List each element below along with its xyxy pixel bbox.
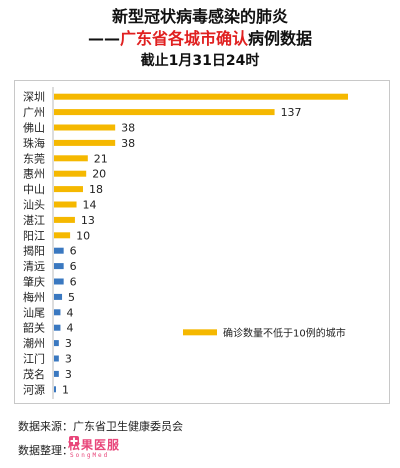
bar [54, 124, 116, 131]
data-source-text: 数据来源：广东省卫生健康委员会 [18, 420, 183, 433]
bar-value-label: 14 [83, 199, 97, 212]
category-label: 潮州 [23, 336, 45, 350]
bar [54, 370, 59, 377]
bar [54, 309, 61, 316]
chart-title-line2: ——广东省各城市确认病例数据 [0, 28, 400, 50]
chart-area: 深圳 广州 137 佛山 38 珠海 38 东莞 21 惠州 20 中山 18 汕头 14 湛江 13 阳江 10 揭… [14, 80, 390, 404]
bar-value-label: 10 [76, 229, 90, 242]
bar [54, 155, 88, 162]
bar-value-label: 38 [121, 137, 135, 150]
bar [54, 93, 348, 100]
bar-value-label: 3 [65, 337, 72, 350]
category-label: 梅州 [23, 290, 45, 304]
bar-value-label: 18 [89, 183, 103, 196]
songmed-logo: 松果 医服 SongMed [68, 436, 148, 464]
chart-title-line1: 新型冠状病毒感染的肺炎 [111, 7, 288, 26]
bar [54, 139, 116, 146]
title-red-text: 广东省各城市确认 [119, 29, 248, 48]
bar-value-label: 4 [66, 306, 73, 319]
bar [54, 355, 59, 362]
category-label: 阳江 [23, 229, 45, 242]
title-dash: —— [87, 29, 120, 48]
legend-swatch [183, 329, 217, 336]
medical-cross-icon [69, 436, 79, 446]
category-label: 河源 [23, 382, 45, 396]
bar [54, 170, 87, 177]
bar [54, 293, 63, 300]
bar-value-label: 6 [70, 260, 77, 273]
bar [54, 186, 83, 193]
category-label: 清远 [23, 260, 45, 273]
category-label: 茂名 [23, 367, 45, 381]
bar-value-label: 1 [62, 383, 69, 396]
category-label: 汕尾 [23, 306, 45, 319]
bar [54, 324, 61, 331]
title-suffix: 病例数据 [248, 29, 313, 48]
category-label: 佛山 [23, 122, 45, 135]
bar-value-label: 3 [65, 368, 72, 381]
bar-value-label: 3 [65, 353, 72, 366]
data-compiled-label: 数据整理： [18, 444, 73, 457]
bar [54, 247, 64, 254]
bar [54, 232, 71, 239]
category-label: 肇庆 [23, 275, 45, 289]
bar [54, 340, 59, 347]
category-label: 惠州 [23, 167, 45, 181]
bar-value-label: 137 [281, 106, 302, 119]
bar [54, 216, 75, 223]
bar-value-label: 5 [68, 291, 75, 304]
logo-text-en: SongMed [70, 452, 110, 459]
bar-value-label: 6 [70, 245, 77, 258]
bar [54, 109, 275, 116]
category-label: 湛江 [23, 214, 45, 227]
chart-subtitle-date: 截止1月31日24时 [140, 53, 260, 69]
bar-value-label: 4 [66, 322, 73, 335]
category-label: 汕头 [23, 199, 45, 212]
bar-value-label: 6 [70, 276, 77, 289]
category-label: 中山 [23, 183, 45, 196]
bar-value-label: 38 [121, 122, 135, 135]
legend-label: 确诊数量不低于10例的城市 [223, 326, 346, 339]
chart-title-block: 新型冠状病毒感染的肺炎 ——广东省各城市确认病例数据 截止1月31日24时 [0, 6, 400, 72]
bar [54, 263, 64, 270]
bar-value-label: 20 [92, 168, 106, 181]
bar [54, 201, 77, 208]
bar [54, 278, 64, 285]
category-label: 珠海 [23, 136, 45, 150]
category-label: 江门 [23, 352, 45, 366]
category-label: 东莞 [23, 152, 45, 165]
category-label: 揭阳 [23, 244, 45, 258]
bar [54, 386, 56, 393]
bar-value-label: 21 [94, 152, 108, 165]
bar-value-label: 13 [81, 214, 95, 227]
category-label: 广州 [23, 106, 45, 119]
logo-text-right: 医服 [94, 438, 121, 452]
category-label: 深圳 [23, 91, 45, 104]
category-label: 韶关 [23, 321, 45, 335]
